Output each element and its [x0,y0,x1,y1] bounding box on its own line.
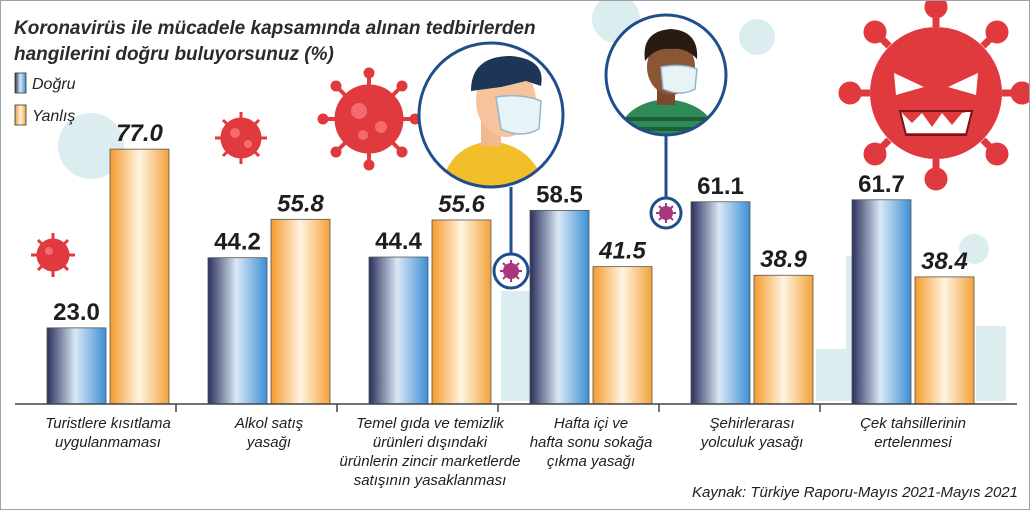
value-label-dogru-5: 61.7 [858,171,905,198]
category-label-5: Çek tahsillerinin ertelenmesi [860,415,966,451]
bar-dogru-2 [368,256,429,405]
bar-dogru-5 [851,199,912,405]
bar-dogru-3 [529,209,590,405]
category-label-4: Şehirlerarası yolculuk yasağı [700,415,804,451]
legend-swatch-yanlis [14,104,27,126]
bar-yanlis-3 [592,266,653,405]
bars: 23.0 77.0 44.2 55.8 44.4 55.6 58.5 41.5 61.1 38.9… [46,120,975,405]
bar-yanlis-2 [431,219,492,405]
value-label-yanlis-3: 41.5 [598,238,646,265]
legend-swatch-dogru [14,72,27,94]
bar-yanlis-1 [270,218,331,405]
person-portrait-1 [417,41,565,290]
category-label-2: Temel gıda ve temizlik ürünleri dışındaki… [340,415,521,489]
bar-dogru-4 [690,201,751,405]
category-label-1: Alkol satış yasağı [234,415,304,451]
value-label-dogru-4: 61.1 [697,173,744,200]
chart-title-line-2: hangilerini doğru buluyorsunuz (%) [14,44,334,65]
value-label-dogru-3: 58.5 [536,181,583,208]
value-label-yanlis-0: 77.0 [116,120,163,147]
value-label-yanlis-5: 38.4 [921,248,968,275]
value-label-dogru-2: 44.4 [375,228,422,255]
x-axis-ticks [175,404,821,412]
bar-yanlis-0 [109,148,170,405]
bar-dogru-0 [46,327,107,405]
source-note: Kaynak: Türkiye Raporu-Mayıs 2021-Mayıs … [692,484,1018,501]
virus-icon-tiny [31,233,75,277]
category-label-3: Hafta içi ve hafta sonu sokağa çıkma yasağ… [530,415,653,470]
chart-title-line-1: Koronavirüs ile mücadele kapsamında alın… [14,18,536,39]
value-label-yanlis-4: 38.9 [760,246,807,273]
bar-dogru-1 [207,257,268,405]
legend-label-yanlis: Yanlış [32,108,75,125]
bar-yanlis-5 [914,276,975,405]
virus-icon [317,67,421,171]
legend-label-dogru: Doğru [32,76,76,93]
angry-virus-icon [838,1,1029,191]
value-label-dogru-1: 44.2 [214,229,261,256]
bar-yanlis-4 [753,274,814,405]
legend: Doğru Yanlış [14,72,76,126]
category-label-0: Turistlere kısıtlama uygulanmaması [45,415,171,451]
value-label-dogru-0: 23.0 [53,299,100,326]
value-label-yanlis-2: 55.6 [438,191,485,218]
virus-icon-small [215,112,267,164]
value-label-yanlis-1: 55.8 [277,190,324,217]
category-labels: Turistlere kısıtlama uygulanmaması Alkol s… [45,415,966,489]
